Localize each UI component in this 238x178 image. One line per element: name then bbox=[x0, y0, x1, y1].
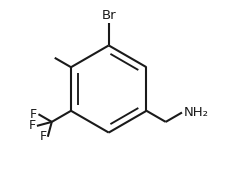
Text: F: F bbox=[40, 130, 47, 143]
Text: Br: Br bbox=[101, 9, 116, 22]
Text: F: F bbox=[28, 119, 35, 132]
Text: NH₂: NH₂ bbox=[183, 106, 208, 119]
Text: F: F bbox=[30, 108, 37, 121]
